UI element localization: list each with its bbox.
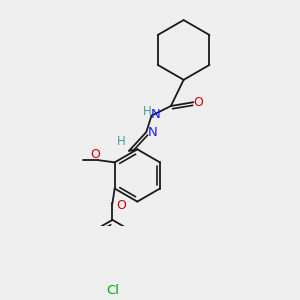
Text: H: H: [142, 105, 152, 118]
Text: O: O: [194, 96, 203, 109]
Text: O: O: [116, 199, 126, 212]
Text: H: H: [117, 135, 126, 148]
Text: O: O: [90, 148, 100, 161]
Text: Cl: Cl: [106, 284, 119, 297]
Text: N: N: [147, 126, 157, 139]
Text: N: N: [151, 108, 161, 122]
